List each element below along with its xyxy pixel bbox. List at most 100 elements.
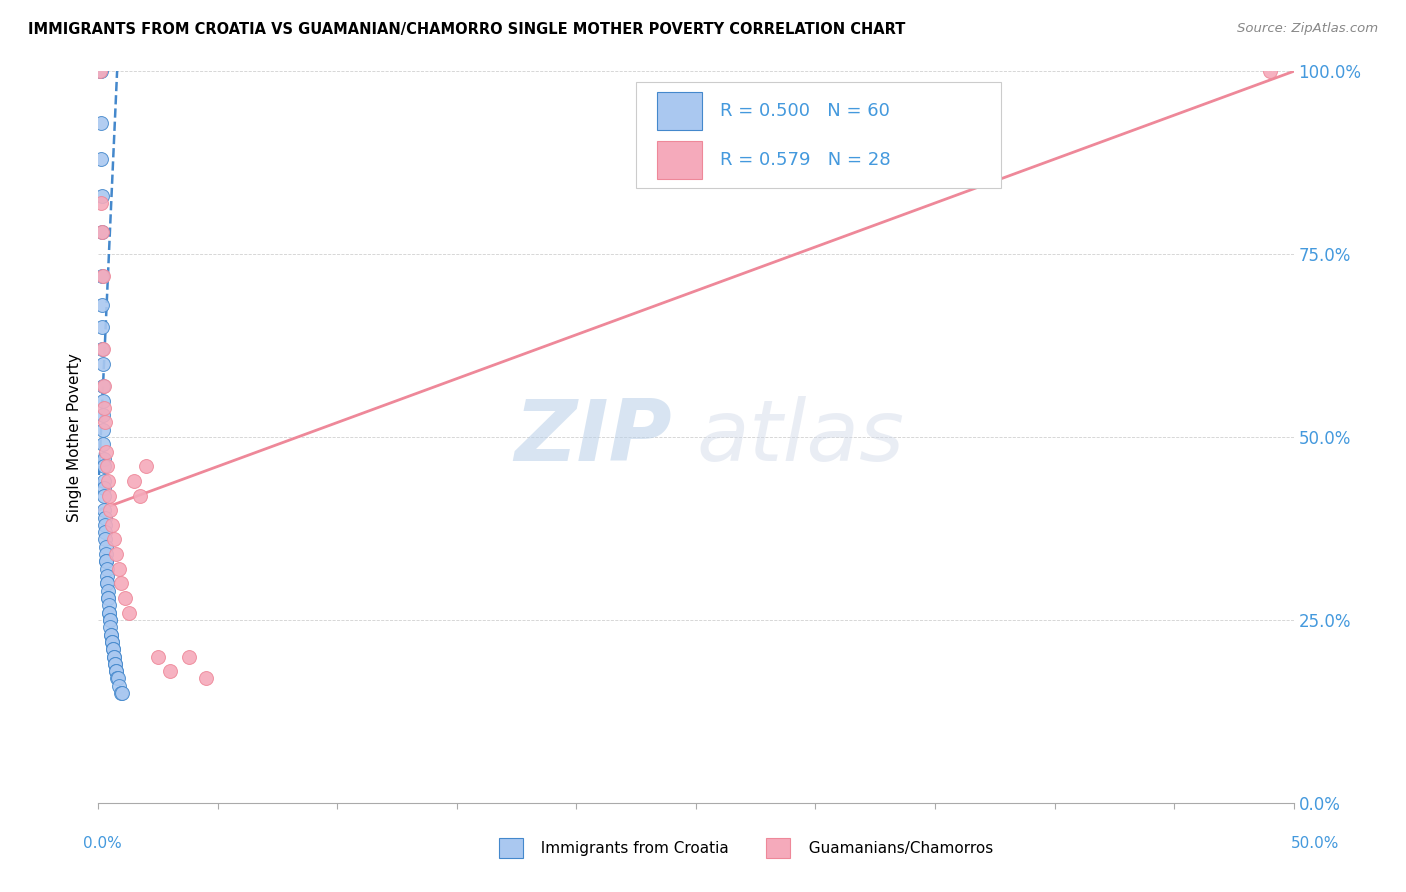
Point — [1258, 64, 1281, 78]
Point — [89, 64, 111, 78]
Point — [110, 576, 132, 591]
Text: Immigrants from Croatia: Immigrants from Croatia — [531, 841, 730, 855]
Point — [111, 686, 134, 700]
Point — [94, 540, 117, 554]
Point — [93, 474, 115, 488]
Point — [118, 606, 141, 620]
Point — [93, 379, 115, 393]
Point — [94, 547, 117, 561]
Point — [104, 657, 127, 671]
Text: R = 0.500   N = 60: R = 0.500 N = 60 — [720, 102, 890, 120]
Point — [97, 599, 120, 613]
Point — [124, 474, 146, 488]
Point — [103, 533, 125, 547]
Point — [148, 649, 170, 664]
Point — [91, 225, 114, 239]
Bar — [657, 141, 702, 179]
Point — [98, 613, 121, 627]
Point — [103, 649, 125, 664]
Point — [97, 591, 120, 605]
Point — [93, 510, 115, 524]
Point — [101, 517, 124, 532]
Point — [90, 64, 112, 78]
Point — [103, 649, 125, 664]
Point — [91, 423, 114, 437]
Point — [100, 627, 122, 641]
Point — [97, 591, 120, 605]
Point — [104, 657, 127, 671]
Point — [93, 401, 115, 415]
Point — [94, 554, 117, 568]
Point — [96, 576, 118, 591]
Point — [96, 576, 118, 591]
Point — [91, 343, 114, 357]
Y-axis label: Single Mother Poverty: Single Mother Poverty — [67, 352, 83, 522]
Point — [195, 672, 218, 686]
Point — [94, 444, 117, 458]
Bar — [499, 838, 523, 858]
Point — [98, 606, 121, 620]
Point — [105, 664, 128, 678]
Point — [93, 459, 115, 474]
Point — [93, 489, 115, 503]
Point — [101, 642, 124, 657]
Point — [103, 642, 125, 657]
Point — [91, 298, 114, 312]
Text: Guamanians/Chamorros: Guamanians/Chamorros — [799, 841, 993, 855]
Point — [108, 679, 131, 693]
Point — [97, 606, 120, 620]
Point — [97, 474, 120, 488]
Point — [107, 672, 129, 686]
Point — [90, 115, 112, 129]
Point — [89, 64, 111, 78]
Point — [91, 393, 114, 408]
Point — [94, 533, 117, 547]
Point — [98, 503, 122, 517]
Point — [94, 517, 117, 532]
Bar — [766, 838, 790, 858]
Text: 50.0%: 50.0% — [1291, 837, 1339, 851]
Point — [93, 503, 115, 517]
Point — [90, 188, 112, 202]
Text: atlas: atlas — [696, 395, 904, 479]
Point — [90, 225, 112, 239]
Point — [93, 437, 115, 451]
Point — [105, 547, 128, 561]
Point — [94, 525, 117, 540]
Point — [107, 562, 129, 576]
Point — [91, 357, 114, 371]
Point — [159, 664, 181, 678]
Point — [96, 459, 118, 474]
Text: R = 0.579   N = 28: R = 0.579 N = 28 — [720, 151, 890, 169]
Point — [105, 672, 128, 686]
Point — [91, 269, 114, 284]
Point — [100, 627, 122, 641]
Point — [91, 269, 114, 284]
Point — [100, 635, 122, 649]
Point — [98, 620, 122, 634]
Point — [96, 554, 118, 568]
Point — [98, 489, 121, 503]
Point — [96, 562, 118, 576]
FancyBboxPatch shape — [637, 82, 1001, 188]
Point — [93, 452, 115, 467]
Point — [91, 320, 114, 334]
Point — [96, 583, 118, 598]
Point — [96, 569, 118, 583]
Text: IMMIGRANTS FROM CROATIA VS GUAMANIAN/CHAMORRO SINGLE MOTHER POVERTY CORRELATION : IMMIGRANTS FROM CROATIA VS GUAMANIAN/CHA… — [28, 22, 905, 37]
Point — [179, 649, 201, 664]
Point — [101, 635, 124, 649]
Point — [91, 343, 114, 357]
Point — [114, 591, 136, 605]
Point — [91, 379, 114, 393]
Point — [129, 489, 152, 503]
Point — [110, 686, 132, 700]
Point — [90, 152, 112, 166]
Point — [98, 613, 121, 627]
Point — [94, 416, 117, 430]
Point — [93, 481, 115, 495]
Bar — [657, 92, 702, 129]
Point — [135, 459, 157, 474]
Text: ZIP: ZIP — [515, 395, 672, 479]
Text: Source: ZipAtlas.com: Source: ZipAtlas.com — [1237, 22, 1378, 36]
